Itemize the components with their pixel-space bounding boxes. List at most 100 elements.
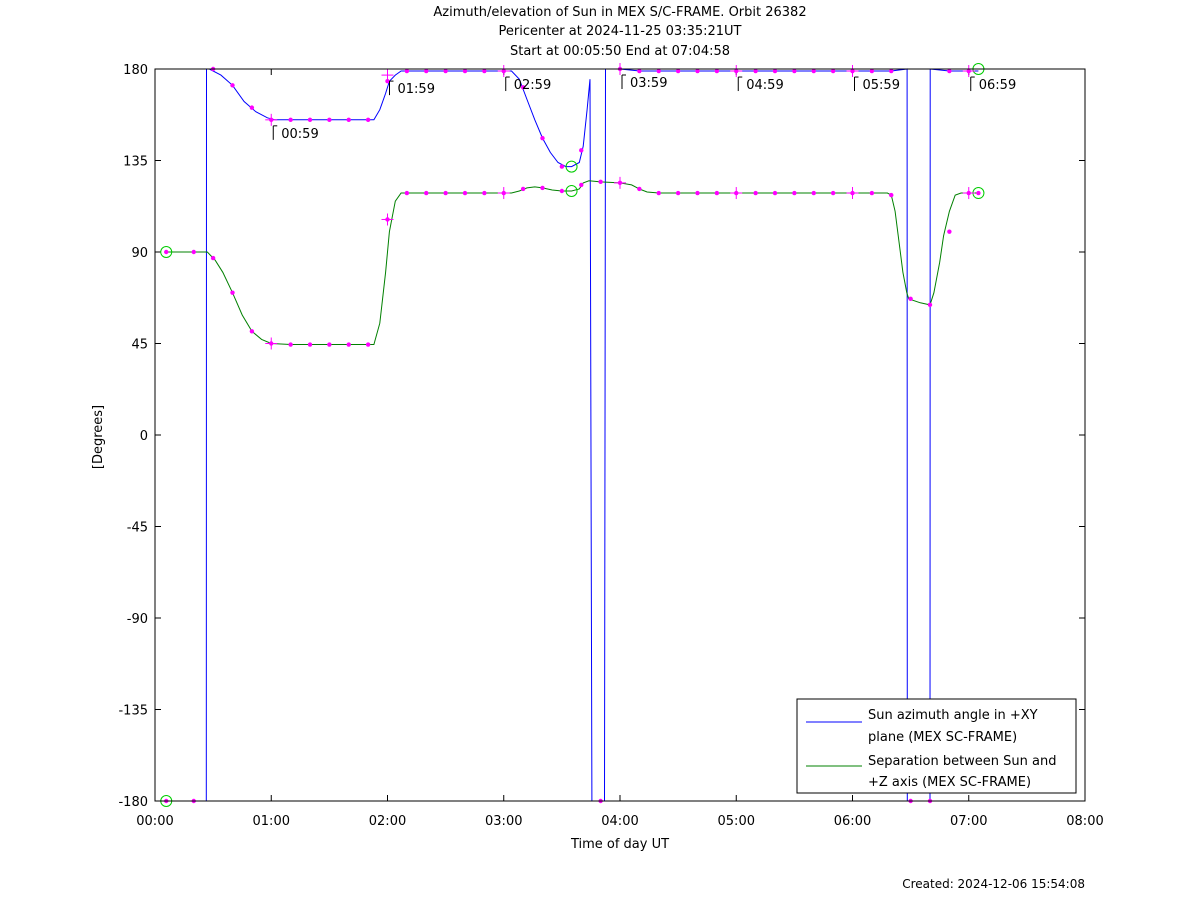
separation-point-marker: [230, 290, 235, 295]
azimuth-point-marker: [404, 68, 410, 74]
azimuth-point-marker: [830, 68, 836, 74]
x-tick-label: 04:00: [601, 814, 638, 829]
azimuth-point-marker: [443, 68, 448, 74]
hour-label: 01:59: [398, 82, 435, 97]
separation-point-marker: [598, 179, 603, 185]
separation-point-marker: [249, 329, 255, 334]
azimuth-point-marker: [792, 68, 797, 74]
hour-label: 03:59: [630, 76, 667, 91]
separation-point-marker: [210, 255, 216, 261]
separation-point-marker: [288, 342, 293, 347]
hour-label: 05:59: [863, 78, 900, 93]
hour-label: 00:59: [281, 127, 318, 142]
created-timestamp: Created: 2024-12-06 15:54:08: [902, 877, 1085, 891]
separation-point-marker: [462, 190, 468, 196]
plot-frame: [154, 68, 1086, 802]
azimuth-point-marker: [520, 85, 526, 90]
azimuth-point-marker: [811, 68, 816, 74]
x-tick-label: 03:00: [485, 814, 522, 829]
azimuth-point-marker: [230, 83, 235, 88]
separation-point-marker: [164, 249, 169, 255]
separation-point-marker: [443, 190, 448, 196]
azimuth-point-marker: [695, 68, 700, 74]
separation-point-marker: [908, 296, 913, 301]
azimuth-point-marker: [889, 68, 894, 74]
azimuth-point-marker: [753, 68, 758, 74]
legend-box: [796, 698, 1077, 794]
azimuth-point-marker: [346, 117, 351, 123]
azimuth-point-marker: [675, 68, 681, 74]
separation-point-marker: [559, 188, 565, 194]
azimuth-point-marker: [482, 68, 487, 74]
legend-label-separation-line1: Separation between Sun and: [868, 754, 1056, 769]
azimuth-point-marker: [637, 68, 642, 74]
x-tick-label: 05:00: [718, 814, 755, 829]
x-axis-label: Time of day UT: [570, 837, 669, 852]
y-tick-label: 45: [131, 338, 148, 353]
y-tick-label: 0: [140, 429, 148, 444]
separation-point-marker: [191, 249, 196, 255]
separation-point-marker: [976, 190, 981, 196]
azimuth-point-marker: [327, 117, 332, 123]
azimuth-point-marker: [385, 79, 390, 84]
separation-point-marker: [540, 185, 545, 191]
x-tick-label: 07:00: [950, 814, 987, 829]
separation-point-marker: [404, 190, 410, 196]
y-tick-label: -90: [127, 612, 148, 627]
separation-point-marker: [927, 302, 933, 308]
y-axis-label: [Degrees]: [91, 405, 106, 469]
hour-label: 06:59: [979, 78, 1016, 93]
x-tick-label: 01:00: [253, 814, 290, 829]
azimuth-point-marker: [579, 148, 584, 153]
separation-point-marker: [830, 190, 836, 196]
y-tick-label: -135: [118, 704, 148, 719]
azimuth-endpoint-circle: [565, 160, 578, 173]
azimuth-point-marker: [288, 117, 293, 123]
x-tick-label: 00:00: [136, 814, 173, 829]
separation-endpoint-circle: [160, 246, 173, 258]
separation-point-marker: [889, 192, 894, 198]
azimuth-point-marker: [714, 68, 720, 74]
chart-subtitle-start-end: Start at 00:05:50 End at 07:04:58: [509, 44, 731, 59]
chart-title: Azimuth/elevation of Sun in MEX S/C-FRAM…: [433, 5, 807, 20]
azimuth-point-marker: [559, 164, 565, 169]
y-tick-label: -45: [127, 521, 148, 536]
separation-point-marker: [947, 229, 952, 234]
legend-label-separation-line2: +Z axis (MEX SC-FRAME): [868, 775, 1031, 790]
separation-point-marker: [327, 342, 332, 347]
azimuth-point-marker: [772, 68, 778, 74]
x-tick-label: 08:00: [1066, 814, 1103, 829]
separation-endpoint-circle: [565, 185, 578, 197]
azimuth-point-marker: [307, 117, 313, 123]
separation-point-marker: [792, 190, 797, 196]
x-tick-label: 06:00: [834, 814, 871, 829]
azimuth-point-marker: [462, 68, 468, 74]
separation-point-marker: [811, 190, 816, 196]
azimuth-point-marker: [540, 135, 545, 141]
separation-point-marker: [675, 190, 681, 196]
separation-point-marker: [424, 190, 429, 196]
separation-point-marker: [482, 190, 487, 196]
plot-markers: 00:59 01:59 02:59 03:59 04:59 05:59 06:59: [160, 63, 1016, 807]
azimuth-point-marker: [656, 68, 661, 74]
separation-point-marker: [307, 342, 313, 347]
axis-tick-labels: 00:00 01:00 02:00 03:00 04:00 05:00 06:00 07:00…: [118, 63, 1103, 829]
separation-point-marker: [656, 190, 661, 196]
separation-point-marker: [753, 190, 758, 196]
separation-point-marker: [869, 190, 875, 196]
legend-label-azimuth-line1: Sun azimuth angle in +XY: [868, 708, 1038, 723]
separation-point-marker: [695, 190, 700, 196]
azimuth-series-line: [166, 68, 979, 802]
azimuth-point-marker: [869, 68, 875, 74]
separation-point-marker: [579, 182, 584, 188]
y-tick-label: 180: [123, 63, 148, 78]
legend: Sun azimuth angle in +XY plane (MEX SC-F…: [796, 698, 1077, 794]
plot-area: [166, 68, 979, 802]
separation-point-marker: [365, 342, 371, 347]
separation-point-marker: [346, 342, 351, 347]
y-tick-label: 90: [131, 246, 148, 261]
y-tick-label: -180: [118, 795, 148, 810]
separation-series-line: [166, 180, 979, 345]
hour-label: 04:59: [746, 78, 783, 93]
